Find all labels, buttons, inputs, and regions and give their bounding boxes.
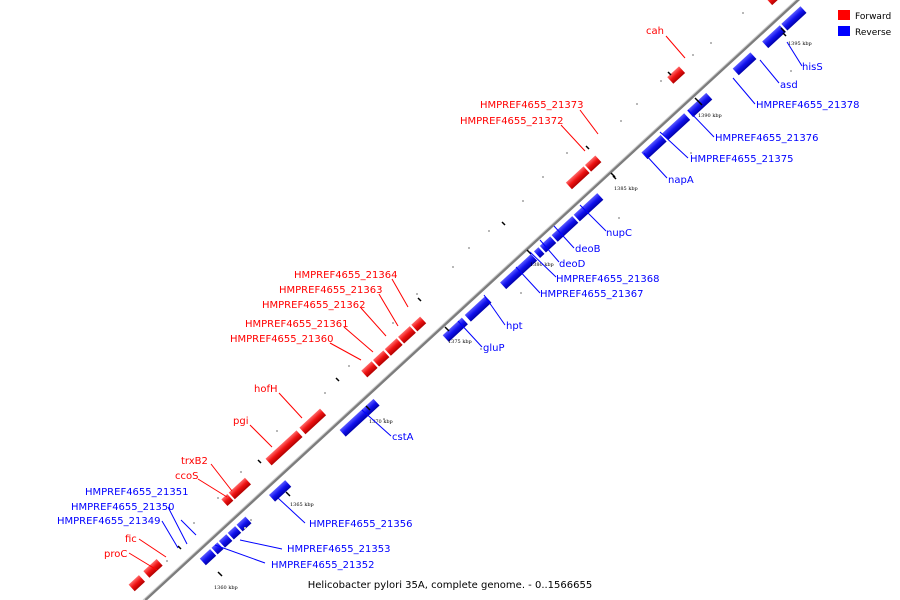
- gene-ccoS[interactable]: [221, 493, 234, 506]
- label-hpt: hpt: [506, 321, 523, 332]
- gene-cah[interactable]: [667, 66, 686, 84]
- reverse-labels: HMPREF4655_21349 HMPREF4655_21350 HMPREF…: [57, 41, 859, 571]
- label-HMPREF4655_21352: HMPREF4655_21352: [271, 560, 374, 571]
- legend-reverse-label: Reverse: [855, 28, 892, 38]
- gene-HMPREF4655_21361[interactable]: [372, 350, 390, 367]
- label-trxB2: trxB2: [181, 456, 208, 467]
- label-asd: asd: [780, 80, 798, 91]
- label-HMPREF4655_21363: HMPREF4655_21363: [279, 285, 382, 296]
- gene-pgi[interactable]: [265, 430, 303, 466]
- tick-label: 1385 kbp: [614, 186, 638, 192]
- gene-HMPREF4655_21378[interactable]: [732, 52, 757, 76]
- genome-backbone-highlight: [142, 0, 797, 600]
- legend-forward-label: Forward: [855, 12, 891, 22]
- label-HMPREF4655_21373: HMPREF4655_21373: [480, 100, 583, 111]
- scale-ticks: 1360 kbp 1365 kbp 1370 kbp 1375 kbp 1380…: [214, 27, 812, 591]
- gene-HMPREF4655_21349[interactable]: [199, 549, 217, 566]
- label-HMPREF4655_21367: HMPREF4655_21367: [540, 289, 643, 300]
- label-ccoS: ccoS: [175, 471, 198, 482]
- gene-HMPREF4655_21376[interactable]: [687, 92, 713, 118]
- gene-HMPREF4655_21364[interactable]: [411, 316, 427, 332]
- gene-deoD[interactable]: [539, 236, 557, 253]
- gene-trxB2[interactable]: [228, 477, 252, 500]
- tick-label: 1390 kbp: [698, 113, 722, 119]
- gene-fic[interactable]: [143, 558, 163, 578]
- guide-dots: [166, 12, 792, 562]
- label-HMPREF4655_21375: HMPREF4655_21375: [690, 154, 793, 165]
- label-HMPREF4655_21349: HMPREF4655_21349: [57, 516, 160, 527]
- label-HMPREF4655_21364: HMPREF4655_21364: [294, 270, 397, 281]
- label-HMPREF4655_21368: HMPREF4655_21368: [556, 274, 659, 285]
- label-nupC: nupC: [606, 228, 632, 239]
- legend: Forward Reverse: [838, 10, 892, 38]
- forward-labels: proC fic ccoS trxB2 pgi hofH HMPREF4655_…: [104, 26, 686, 571]
- gene-napA[interactable]: [641, 134, 667, 160]
- gene-HMPREF4655_21367[interactable]: [500, 254, 538, 290]
- gene-HMPREF4655_21373[interactable]: [584, 155, 602, 172]
- label-HMPREF4655_21360: HMPREF4655_21360: [230, 334, 333, 345]
- gene-HMPREF4655_21356[interactable]: [268, 480, 292, 502]
- gene-HMPREF4655_21375[interactable]: [662, 113, 691, 141]
- label-hisS: hisS: [802, 62, 823, 73]
- label-fic: fic: [125, 534, 137, 545]
- label-HMPREF4655_21361: HMPREF4655_21361: [245, 319, 348, 330]
- label-HMPREF4655_21378: HMPREF4655_21378: [756, 100, 859, 111]
- label-pgi: pgi: [233, 416, 248, 427]
- label-HMPREF4655_21356: HMPREF4655_21356: [309, 519, 412, 530]
- gene-hisS[interactable]: [781, 6, 807, 31]
- forward-genes: [128, 0, 783, 592]
- gene-asd[interactable]: [762, 25, 786, 49]
- tick-label: 1380 kbp: [530, 262, 554, 268]
- tick-label: 1395 kbp: [788, 41, 812, 47]
- legend-reverse-swatch: [838, 26, 850, 36]
- label-proC: proC: [104, 549, 127, 560]
- tick-label: 1360 kbp: [214, 585, 238, 591]
- gene-nupC[interactable]: [573, 193, 604, 222]
- gene-HMPREF4655_21352[interactable]: [227, 526, 242, 540]
- gene-HMPREF4655_21353[interactable]: [236, 516, 252, 532]
- label-gluP: gluP: [483, 343, 505, 354]
- label-HMPREF4655_21350: HMPREF4655_21350: [71, 502, 174, 513]
- label-deoD: deoD: [559, 259, 586, 270]
- reverse-genes: [199, 6, 807, 566]
- label-HMPREF4655_21353: HMPREF4655_21353: [287, 544, 390, 555]
- gene-hofH[interactable]: [299, 408, 327, 435]
- tick-label: 1365 kbp: [290, 502, 314, 508]
- label-HMPREF4655_21372: HMPREF4655_21372: [460, 116, 563, 127]
- gene-HMPREF4655_21368[interactable]: [533, 247, 545, 258]
- label-cstA: cstA: [392, 432, 414, 443]
- gene-HMPREF4655_21363[interactable]: [398, 326, 416, 344]
- gene-HMPREF4655_21360[interactable]: [361, 361, 378, 378]
- label-HMPREF4655_21362: HMPREF4655_21362: [262, 300, 365, 311]
- label-HMPREF4655_21376: HMPREF4655_21376: [715, 133, 818, 144]
- gene-HMPREF4655_21350[interactable]: [211, 542, 224, 555]
- label-deoB: deoB: [575, 244, 601, 255]
- gene-top-edge[interactable]: [766, 0, 783, 6]
- legend-forward-swatch: [838, 10, 850, 20]
- gene-proC[interactable]: [128, 575, 146, 592]
- label-HMPREF4655_21351: HMPREF4655_21351: [85, 487, 188, 498]
- label-hofH: hofH: [254, 384, 278, 395]
- genome-caption: Helicobacter pylori 35A, complete genome…: [308, 580, 592, 591]
- gene-cstA[interactable]: [339, 398, 380, 437]
- gene-deoB[interactable]: [551, 216, 579, 242]
- gene-HMPREF4655_21362[interactable]: [384, 338, 403, 356]
- gene-HMPREF4655_21351[interactable]: [218, 534, 233, 548]
- label-cah: cah: [646, 26, 664, 37]
- gene-gluP[interactable]: [442, 317, 468, 342]
- gene-HMPREF4655_21372[interactable]: [565, 166, 590, 190]
- genome-backbone: [143, 0, 801, 600]
- tick-label: 1370 kbp: [369, 419, 393, 425]
- label-napA: napA: [668, 175, 694, 186]
- gene-hpt[interactable]: [464, 295, 492, 322]
- tick-label: 1375 kbp: [448, 339, 472, 345]
